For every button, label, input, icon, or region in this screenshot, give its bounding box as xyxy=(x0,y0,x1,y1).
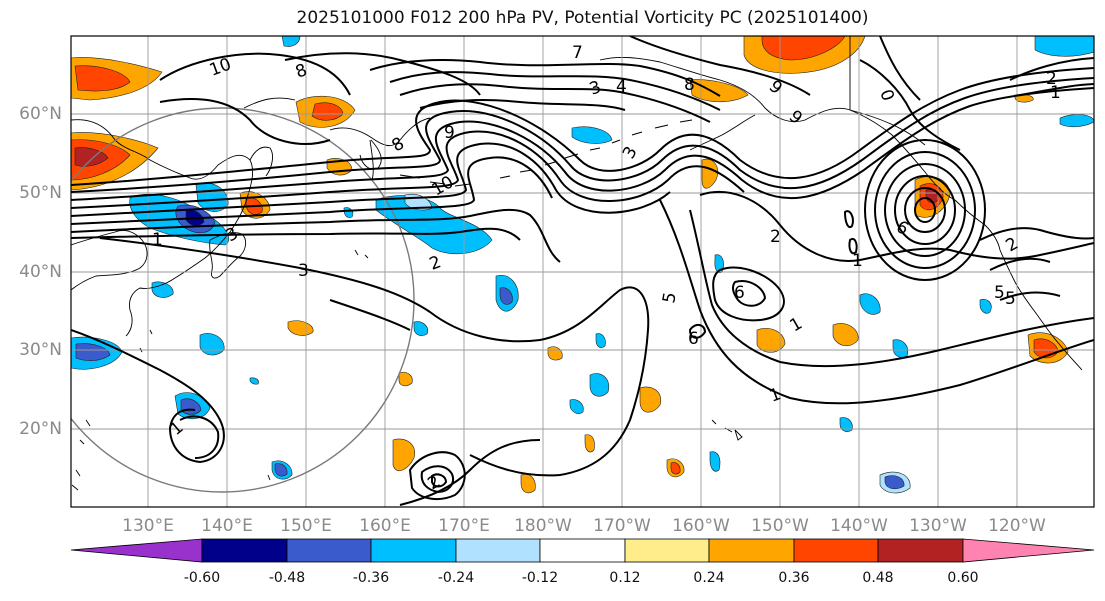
lat-lon-grid xyxy=(71,36,1094,507)
colorbar-segment xyxy=(793,538,879,563)
contour-label: 1 xyxy=(1050,83,1061,103)
lat-label: 40°N xyxy=(19,262,62,282)
contour-label: 6 xyxy=(734,283,745,303)
lon-label: 150°E xyxy=(280,516,332,536)
colorbar-tick-label: -0.12 xyxy=(521,570,559,586)
contour-label: 3 xyxy=(298,261,309,281)
colorbar-segment xyxy=(286,538,372,563)
contour-label: 5 xyxy=(1005,289,1016,309)
contour-label: 5 xyxy=(994,283,1005,303)
colorbar-segment xyxy=(370,538,457,563)
contour-label: 8 xyxy=(684,75,695,95)
colorbar-segment xyxy=(539,538,626,563)
contour-label: 4 xyxy=(616,77,627,97)
colorbar-segment xyxy=(455,538,541,563)
contour-label: 1 xyxy=(852,251,863,271)
contour-label: 5 xyxy=(659,291,681,305)
lon-label: 160°E xyxy=(359,516,411,536)
lon-label: 140°W xyxy=(830,516,888,536)
colorbar-segment xyxy=(624,538,710,563)
colorbar-segment xyxy=(708,538,795,563)
lon-label: 150°W xyxy=(751,516,809,536)
colorbar-segment xyxy=(70,538,203,563)
range-circle xyxy=(71,107,415,493)
colorbar-tick-label: -0.24 xyxy=(437,570,475,586)
contour-label: 2 xyxy=(1046,69,1057,89)
colorbar-segment xyxy=(962,538,1095,563)
colorbar-tick-label: 0.12 xyxy=(609,570,641,586)
colorbar xyxy=(70,538,1095,563)
colorbar-tick-label: -0.48 xyxy=(268,570,306,586)
map-title: 2025101000 F012 200 hPa PV, Potential Vo… xyxy=(296,8,869,28)
lat-label: 30°N xyxy=(19,340,62,360)
negative-anomaly-shading xyxy=(71,36,1094,494)
lon-label: 140°E xyxy=(201,516,253,536)
lon-label: 130°W xyxy=(909,516,967,536)
positive-anomaly-shading xyxy=(71,36,1069,494)
colorbar-tick-label: 0.60 xyxy=(947,570,979,586)
contour-label: 2 xyxy=(770,227,781,247)
lon-label: 180°W xyxy=(514,516,572,536)
pv-contours xyxy=(71,36,1094,506)
contour-label: 6 xyxy=(688,329,699,349)
map-frame xyxy=(70,35,1095,508)
colorbar-tick-label: 0.36 xyxy=(778,570,810,586)
colorbar-tick-label: 0.48 xyxy=(862,570,894,586)
colorbar-tick-label: 0.24 xyxy=(693,570,725,586)
lon-label: 160°W xyxy=(672,516,730,536)
map-background xyxy=(71,36,1094,507)
lon-label: 130°E xyxy=(122,516,174,536)
lon-label: 170°W xyxy=(593,516,651,536)
colorbar-tick-label: -0.60 xyxy=(183,570,221,586)
contour-label: 9 xyxy=(444,123,455,143)
lon-label: 170°E xyxy=(438,516,490,536)
contour-label: 1 xyxy=(152,230,163,250)
lat-label: 20°N xyxy=(19,419,62,439)
contour-label: 7 xyxy=(572,43,583,63)
lon-label: 120°W xyxy=(988,516,1046,536)
colorbar-tick-label: -0.36 xyxy=(352,570,390,586)
lat-label: 50°N xyxy=(19,183,62,203)
colorbar-segment xyxy=(877,538,964,563)
lat-label: 60°N xyxy=(19,104,62,124)
colorbar-segment xyxy=(201,538,288,563)
